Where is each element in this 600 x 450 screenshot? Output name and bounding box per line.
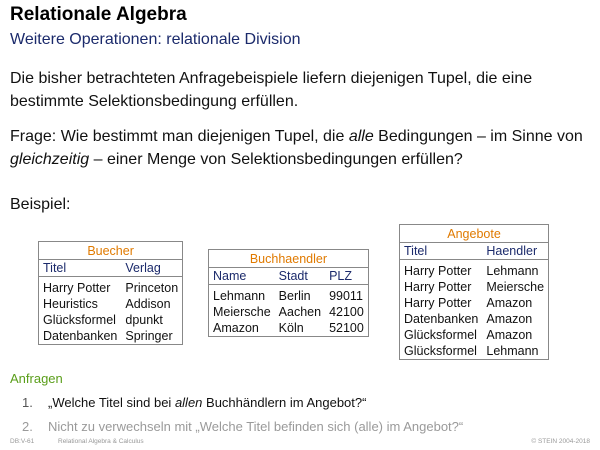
table-cell: Datenbanken <box>43 329 118 343</box>
table-row: Harry Potter Meiersche <box>400 279 548 295</box>
table-cell: Princeton <box>125 281 179 295</box>
table-cell: Harry Potter <box>43 281 111 295</box>
table-row: Harry Potter Lehmann <box>400 260 548 280</box>
anfragen-heading: Anfragen <box>10 371 63 386</box>
table-cell: Meiersche <box>486 280 545 294</box>
table-caption: Angebote <box>400 225 549 243</box>
table-row: Glücksformel Lehmann <box>400 343 548 359</box>
table-row: Glücksformel dpunkt <box>39 312 182 328</box>
table-row: Heuristics Addison <box>39 296 182 312</box>
table-cell: 99011 <box>329 289 363 303</box>
table-cell: 42100 <box>329 305 364 319</box>
footer-course-title: Relational Algebra & Calculus <box>58 438 144 445</box>
table-caption: Buchhaendler <box>209 250 368 268</box>
footer-slide-id: DB:V-61 <box>10 438 35 445</box>
table-cell: Amazon <box>213 321 259 335</box>
table-cell: Lehmann <box>213 289 266 303</box>
table-cell: Amazon <box>486 296 533 310</box>
table-cell: Amazon <box>486 328 533 342</box>
table-row: Harry Potter Princeton <box>39 277 182 297</box>
column-header: Titel <box>400 243 483 260</box>
column-header: Haendler <box>482 243 549 260</box>
table-cell: Glücksformel <box>404 328 477 342</box>
column-header: Titel <box>39 260 122 277</box>
question-paragraph: Frage: Wie bestimmt man diejenigen Tupel… <box>10 125 590 171</box>
query-text-1: „Welche Titel sind bei <box>48 395 175 410</box>
table-cell: dpunkt <box>125 313 163 327</box>
table-row: Amazon Köln 52100 <box>209 320 368 336</box>
table-cell: Addison <box>125 297 171 311</box>
table-cell: Glücksformel <box>43 313 116 327</box>
question-emphasis-gleichzeitig: gleichzeitig <box>10 151 90 168</box>
table-row: Harry Potter Amazon <box>400 295 548 311</box>
table-row: Datenbanken Amazon <box>400 311 548 327</box>
column-header: Stadt <box>274 268 326 285</box>
table-cell: Aachen <box>278 305 322 319</box>
query-text-2: Buchhändlern im Angebot?“ <box>202 395 367 410</box>
table-buchhaendler: Buchhaendler Name Stadt PLZ Lehmann Berl… <box>208 249 369 337</box>
table-cell: 52100 <box>329 321 364 335</box>
query-text: Nicht zu verwechseln mit „Welche Titel b… <box>48 419 464 434</box>
query-item-2: 2. Nicht zu verwechseln mit „Welche Titel… <box>22 419 463 434</box>
table-caption: Buecher <box>39 242 183 260</box>
question-text-2: Bedingungen – im Sinne von <box>373 128 583 145</box>
table-cell: Lehmann <box>486 264 539 278</box>
query-emphasis-allen: allen <box>174 395 203 410</box>
table-cell: Harry Potter <box>404 264 472 278</box>
question-emphasis-alle: alle <box>348 128 374 145</box>
table-cell: Meiersche <box>213 305 271 319</box>
column-header: Name <box>209 268 275 285</box>
table-cell: Harry Potter <box>404 296 472 310</box>
table-angebote: Angebote Titel Haendler Harry Potter Leh… <box>399 224 550 360</box>
list-number: 2. <box>22 419 33 434</box>
table-cell: Köln <box>278 321 304 335</box>
table-cell: Amazon <box>486 312 533 326</box>
table-row: Datenbanken Springer <box>39 328 182 344</box>
table-row: Glücksformel Amazon <box>400 327 548 343</box>
table-cell: Glücksformel <box>404 344 477 358</box>
query-item-1: 1. „Welche Titel sind bei allen Buchhändl… <box>22 395 366 410</box>
example-label: Beispiel: <box>10 196 71 213</box>
question-text-3: – einer Menge von Selektionsbedingungen … <box>89 151 463 168</box>
table-cell: Heuristics <box>43 297 98 311</box>
slide-title: Relationale Algebra <box>10 4 187 25</box>
intro-paragraph: Die bisher betrachteten Anfragebeispiele… <box>10 70 533 110</box>
table-cell: Datenbanken <box>404 312 479 326</box>
footer-copyright: © STEIN 2004-2018 <box>531 438 590 445</box>
table-cell: Harry Potter <box>404 280 472 294</box>
table-buecher: Buecher Titel Verlag Harry Potter Prince… <box>38 241 184 345</box>
column-header: PLZ <box>325 268 368 285</box>
question-text-1: Frage: Wie bestimmt man diejenigen Tupel… <box>10 128 349 145</box>
table-row: Lehmann Berlin 99011 <box>209 285 368 305</box>
list-number: 1. <box>22 395 33 410</box>
table-row: Meiersche Aachen 42100 <box>209 304 368 320</box>
slide-subtitle: Weitere Operationen: relationale Divisio… <box>10 31 301 48</box>
table-cell: Berlin <box>278 289 311 303</box>
table-cell: Springer <box>125 329 173 343</box>
table-cell: Lehmann <box>486 344 539 358</box>
column-header: Verlag <box>121 260 183 277</box>
